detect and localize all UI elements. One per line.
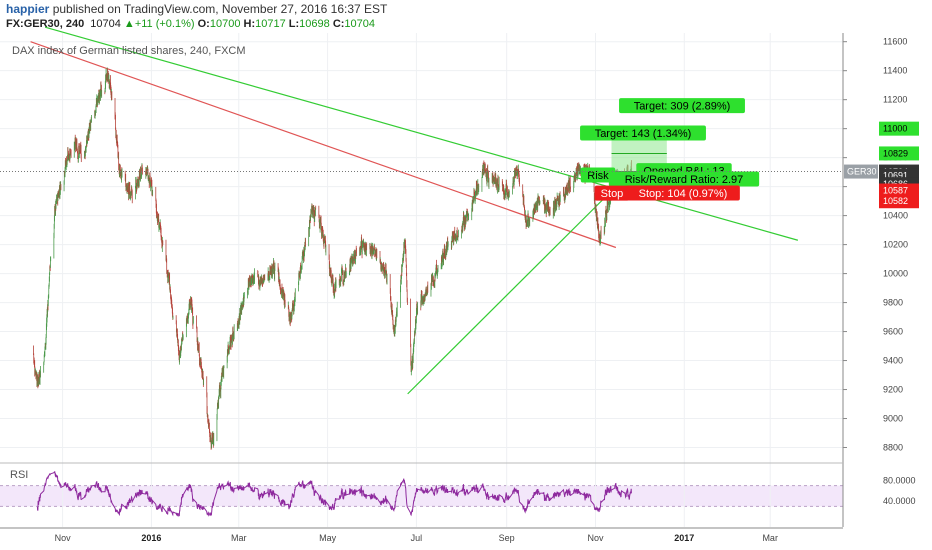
- price-badge-bg: [879, 146, 919, 161]
- x-tick-label: Nov: [55, 533, 72, 543]
- low-value: 10698: [299, 18, 330, 30]
- trendline-3: [407, 186, 617, 395]
- price-badge-bg: [879, 183, 919, 198]
- stop-label-box: [626, 185, 740, 201]
- y-tick-label: 10000: [883, 269, 908, 279]
- close-value: 10704: [344, 18, 376, 30]
- x-tick-label: 2016: [141, 533, 161, 543]
- long-position-tool[interactable]: Target: 309 (2.89%) Target: 143 (1.34%) Ri…: [0, 98, 843, 201]
- rsi-band: [0, 485, 843, 507]
- y-tick-label: 11200: [883, 95, 907, 105]
- x-tick-label: Nov: [587, 533, 604, 543]
- symbol-tag: GER30: [847, 167, 877, 177]
- x-tick-label: May: [319, 533, 337, 543]
- stop-label: Stop: 104 (0.97%): [639, 188, 728, 200]
- target-2-label-box: [619, 98, 745, 114]
- stop-prefix-label-box: [594, 185, 630, 201]
- price-badge: 10691: [883, 170, 908, 180]
- y-tick-label: 9400: [883, 356, 903, 366]
- trendline-1: [30, 41, 617, 249]
- stop-prefix-label: Stop: [601, 188, 624, 200]
- price-badge-bg: [879, 194, 919, 209]
- symbol-label: FX:GER30, 240: [6, 18, 85, 30]
- rsi-title: RSI: [10, 469, 28, 481]
- ohlc-line: FX:GER30, 240 10704 ▲+11 (+0.1%) O:10700 …: [6, 18, 375, 30]
- price-badge: 10829: [883, 148, 908, 158]
- y-tick-label: 10200: [883, 240, 908, 250]
- author-name[interactable]: happier: [6, 2, 50, 16]
- y-tick-label: 9200: [883, 385, 903, 395]
- y-tick-label: 9000: [883, 414, 903, 424]
- last-price: 10704: [90, 18, 121, 30]
- open-label: O:: [197, 18, 210, 30]
- rsi-line: [36, 471, 633, 518]
- rsi-series: [36, 471, 633, 518]
- x-tick-label: Mar: [231, 533, 247, 543]
- risk-reward-label-box: [608, 171, 760, 187]
- published-text: published on TradingView.com, November 2…: [52, 2, 388, 16]
- rsi-tick-label: 40.0000: [883, 496, 916, 506]
- price-badge: 10587: [883, 186, 908, 196]
- y-tick-label: 9600: [883, 327, 903, 337]
- x-tick-label: 2017: [674, 533, 694, 543]
- price-badge: 10582: [883, 196, 908, 206]
- chart-title: DAX index of German listed shares, 240, …: [12, 45, 246, 57]
- x-tick-label: Mar: [762, 533, 778, 543]
- axes: 1160011400112001100010800106001040010200…: [0, 33, 916, 543]
- x-tick-label: Jul: [411, 533, 423, 543]
- y-tick-label: 11600: [883, 37, 907, 47]
- y-tick-label: 8800: [883, 443, 903, 453]
- rsi-panel: [0, 485, 843, 507]
- target-1-label: Target: 143 (1.34%): [595, 128, 692, 140]
- high-value: 10717: [255, 18, 286, 30]
- target-2-label: Target: 309 (2.89%): [634, 101, 731, 113]
- risk-prefix-label: Risk: [587, 170, 609, 182]
- price-change: +11 (+0.1%): [134, 18, 195, 30]
- candles: [33, 67, 633, 450]
- rsi-tick-label: 80.0000: [883, 475, 916, 485]
- y-tick-label: 10400: [883, 211, 908, 221]
- low-label: L:: [288, 18, 300, 30]
- trendlines[interactable]: [30, 26, 799, 395]
- x-tick-label: Sep: [499, 533, 515, 543]
- trendline-2: [44, 26, 799, 241]
- target-1-label-box: [580, 125, 706, 141]
- price-badge: 11000: [883, 124, 907, 134]
- price-badges: 11000108291070410691106861058710582GER30: [844, 121, 919, 209]
- publish-line: happier published on TradingView.com, No…: [6, 2, 387, 16]
- close-label: C:: [332, 18, 345, 30]
- y-tick-label: 9800: [883, 298, 903, 308]
- y-tick-label: 11400: [883, 66, 907, 76]
- price-badge-bg: [879, 121, 919, 136]
- up-arrow-icon: ▲: [123, 18, 135, 30]
- symbol-tag-bg: [844, 164, 878, 179]
- open-value: 10700: [209, 18, 241, 30]
- risk-reward-label: Risk/Reward Ratio: 2.97: [625, 174, 744, 186]
- high-label: H:: [243, 18, 256, 30]
